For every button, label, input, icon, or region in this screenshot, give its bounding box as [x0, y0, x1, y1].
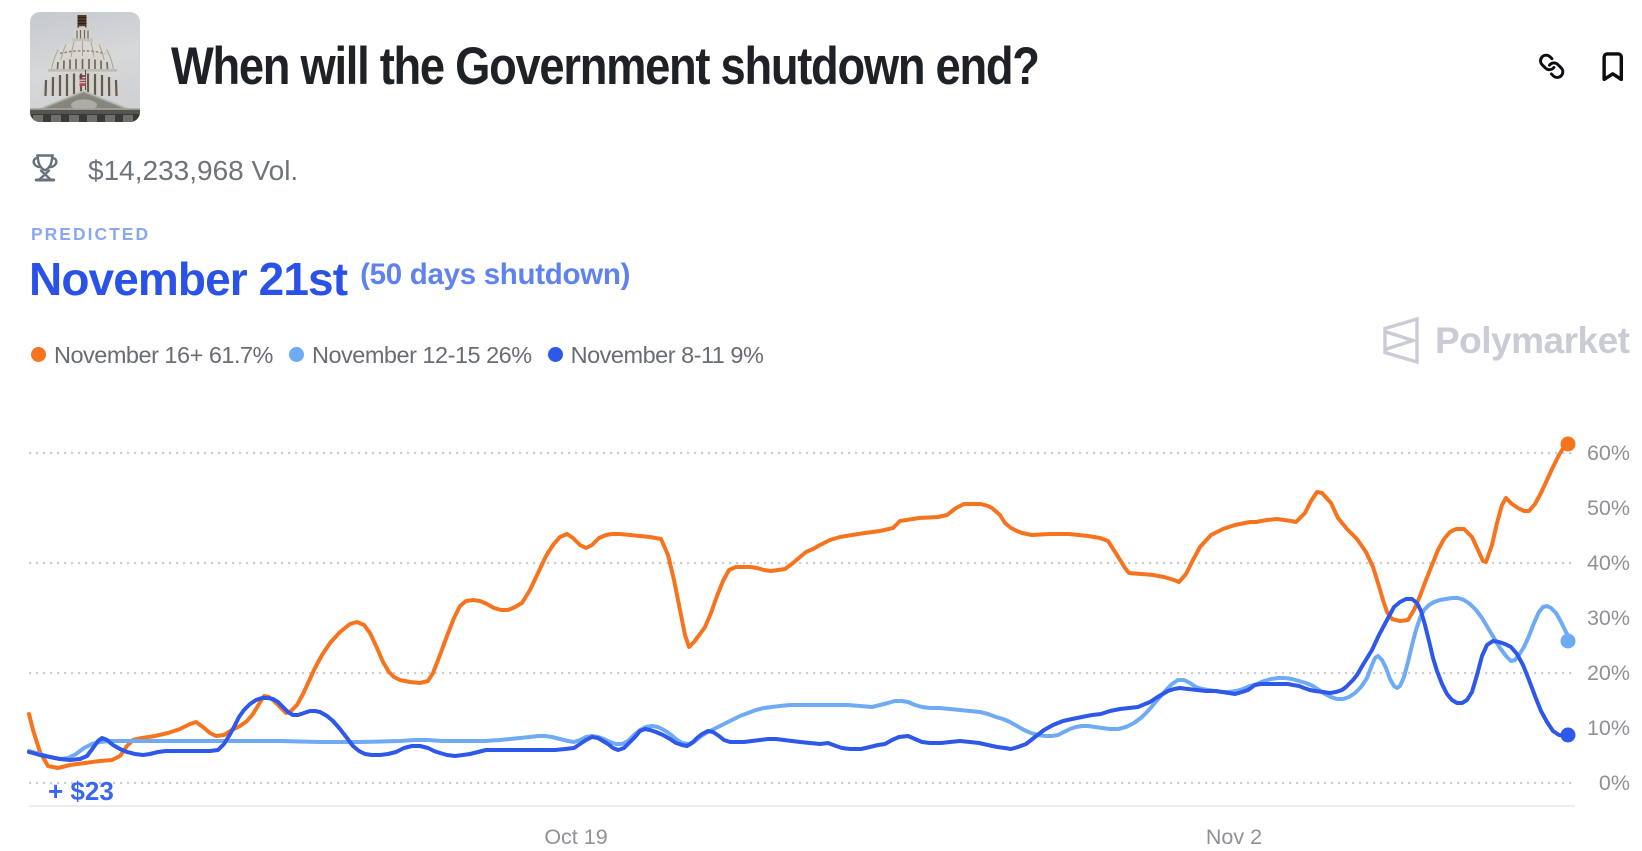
svg-text:Polymarket: Polymarket — [1435, 320, 1630, 361]
svg-text:0%: 0% — [1599, 771, 1630, 795]
svg-text:Nov 2: Nov 2 — [1206, 825, 1262, 849]
svg-text:20%: 20% — [1587, 661, 1630, 685]
svg-text:10%: 10% — [1587, 716, 1630, 740]
svg-text:30%: 30% — [1587, 606, 1630, 630]
svg-text:Oct 19: Oct 19 — [544, 825, 607, 849]
svg-text:50%: 50% — [1587, 496, 1630, 520]
svg-text:40%: 40% — [1587, 551, 1630, 575]
svg-text:60%: 60% — [1587, 441, 1630, 465]
svg-text:+ $23: + $23 — [48, 776, 114, 806]
